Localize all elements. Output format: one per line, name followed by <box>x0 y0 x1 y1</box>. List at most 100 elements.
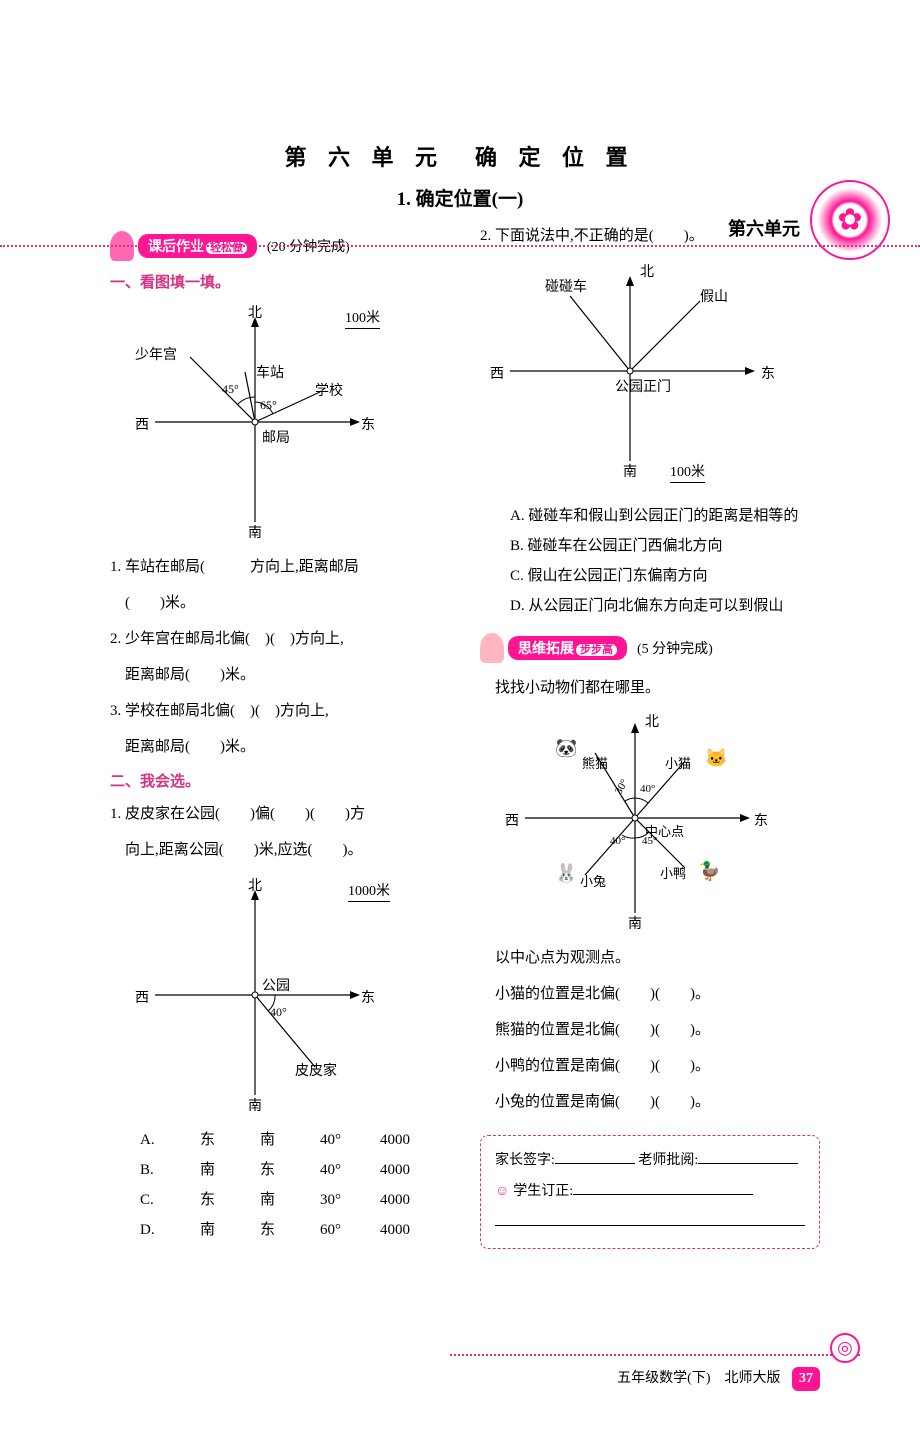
opt-d: D. <box>140 1215 180 1245</box>
line-rabbit: 小兔的位置是南偏( )( )。 <box>480 1087 820 1117</box>
compass-2: 北 南 东 西 1000米 公园 皮皮家 40° <box>140 875 370 1115</box>
right-column: 2. 下面说法中,不正确的是( )。 北 南 东 西 100米 公园正门 碰碰车… <box>480 221 820 1249</box>
teacher-sign-label: 老师批阅: <box>638 1153 698 1168</box>
c2-scale: 1000米 <box>348 880 390 902</box>
ca-south: 南 <box>628 913 642 933</box>
thinking-badge-row: 思维拓展步步高 (5 分钟完成) <box>480 633 820 663</box>
c2-pipi: 皮皮家 <box>295 1060 337 1080</box>
q1-3-c: )方向上, <box>275 703 329 719</box>
line-panda: 熊猫的位置是北偏( )( )。 <box>480 1015 820 1045</box>
c1-scale: 100米 <box>345 307 380 329</box>
q2-2-b: B. 碰碰车在公园正门西偏北方向 <box>480 531 820 561</box>
line-cat: 小猫的位置是北偏( )( )。 <box>480 979 820 1009</box>
sub-title: 1. 确定位置(一) <box>0 184 920 211</box>
opt-c: C. <box>140 1185 180 1215</box>
ca-rabbit: 小兔 <box>580 871 606 890</box>
q1-2-d: 距离邮局( <box>125 667 190 683</box>
opt-b-3: 40° <box>320 1155 360 1185</box>
compass-1: 北 南 东 西 100米 邮局 少年宫 车站 学校 45° 65° <box>140 302 370 542</box>
opt-b-2: 东 <box>260 1155 300 1185</box>
c2-center: 公园 <box>262 975 290 995</box>
opt-c-4: 4000 <box>380 1185 420 1215</box>
compass-animals: 北 南 东 西 中心点 🐼 熊猫 🐱 小猫 🐰 小兔 🦆 小鸭 30° 40° … <box>510 713 760 933</box>
q1-1-a: 1. 车站在邮局( <box>110 559 205 575</box>
choice-row-a: A.东南40°4000 <box>110 1125 450 1155</box>
student-correct-line-2[interactable] <box>495 1212 805 1226</box>
ca-a45: 45° <box>642 835 657 847</box>
opt-c-3: 30° <box>320 1185 360 1215</box>
q1-2-line2: 距离邮局( )米。 <box>110 660 450 690</box>
left-column: 课后作业轻松做 (20 分钟完成) 一、看图填一填。 <box>110 221 450 1249</box>
c3-west: 西 <box>490 363 504 383</box>
ca-a40a: 40° <box>640 783 655 795</box>
compass-1-svg <box>140 302 370 542</box>
content-columns: 课后作业轻松做 (20 分钟完成) 一、看图填一填。 <box>0 221 920 1249</box>
thinking-badge-text: 思维拓展 <box>518 642 574 657</box>
compass-3: 北 南 东 西 100米 公园正门 碰碰车 假山 <box>490 261 770 491</box>
header-dotted-line <box>0 245 920 247</box>
footer-swirl-icon <box>830 1333 860 1363</box>
panda-icon: 🐼 <box>555 738 577 759</box>
q1-3-line2: 距离邮局( )米。 <box>110 732 450 762</box>
student-correct-label: 学生订正: <box>513 1184 573 1199</box>
c3-rockery: 假山 <box>700 286 728 306</box>
c1-angle-65: 65° <box>260 398 277 413</box>
c1-angle-45: 45° <box>222 382 239 397</box>
header: 第六单元 <box>0 225 920 255</box>
sign-row-2: ☺ 学生订正: <box>495 1177 805 1208</box>
ca-a40b: 40° <box>610 835 625 847</box>
signature-box: 家长签字: 老师批阅: ☺ 学生订正: <box>480 1135 820 1249</box>
compass-animals-svg <box>510 713 760 933</box>
sign-row-1: 家长签字: 老师批阅: <box>495 1146 805 1177</box>
ca-east: 东 <box>754 810 768 830</box>
q1-2-c: )方向上, <box>290 631 344 647</box>
opt-d-3: 60° <box>320 1215 360 1245</box>
c2-east: 东 <box>361 987 375 1007</box>
q1-3-b: )( <box>250 703 260 719</box>
opt-a-3: 40° <box>320 1125 360 1155</box>
c1-center: 邮局 <box>262 427 290 447</box>
q2-2-c: C. 假山在公园正门东偏南方向 <box>480 561 820 591</box>
duck-icon: 🦆 <box>698 861 720 882</box>
student-correct-line[interactable] <box>573 1181 753 1195</box>
q1-3-e: )米。 <box>220 739 255 755</box>
q1-1-d: )米。 <box>160 595 195 611</box>
ca-cat: 小猫 <box>665 753 691 772</box>
c1-youth-palace: 少年宫 <box>135 344 177 364</box>
q1-2-e: )米。 <box>220 667 255 683</box>
q1-1-b: 方向上,距离邮局 <box>250 559 359 575</box>
q1-3-d: 距离邮局( <box>125 739 190 755</box>
thinking-note: 以中心点为观测点。 <box>480 943 820 973</box>
q2-2-a: A. 碰碰车和假山到公园正门的距离是相等的 <box>480 501 820 531</box>
section-2-title: 二、我会选。 <box>110 770 450 791</box>
opt-b: B. <box>140 1155 180 1185</box>
ca-west: 西 <box>505 810 519 830</box>
c2-north: 北 <box>248 875 262 895</box>
c3-south: 南 <box>623 461 637 481</box>
c3-bumper: 碰碰车 <box>545 276 587 296</box>
q1-3-a: 3. 学校在邮局北偏( <box>110 703 235 719</box>
opt-b-4: 4000 <box>380 1155 420 1185</box>
c2-angle: 40° <box>270 1005 287 1020</box>
cat-icon: 🐱 <box>705 748 727 769</box>
choice-row-d: D.南东60°4000 <box>110 1215 450 1245</box>
opt-c-2: 南 <box>260 1185 300 1215</box>
q1-2-b: )( <box>265 631 275 647</box>
face-icon: ☺ <box>495 1184 509 1199</box>
thinking-time: (5 分钟完成) <box>637 638 713 658</box>
rabbit-icon: 🐰 <box>555 863 577 884</box>
footer-text: 五年级数学(下) 北师大版 <box>617 1371 780 1386</box>
c1-station: 车站 <box>256 362 284 382</box>
q1-3: 3. 学校在邮局北偏( )( )方向上, <box>110 696 450 726</box>
parent-sign-line[interactable] <box>555 1150 635 1164</box>
section-1-title: 一、看图填一填。 <box>110 271 450 292</box>
c1-school: 学校 <box>315 380 343 400</box>
choice-row-b: B.南东40°4000 <box>110 1155 450 1185</box>
thinking-badge: 思维拓展步步高 <box>508 636 627 660</box>
teacher-sign-line[interactable] <box>698 1150 798 1164</box>
c3-east: 东 <box>761 363 775 383</box>
c3-center: 公园正门 <box>615 376 671 396</box>
opt-d-1: 南 <box>200 1215 240 1245</box>
q1-2: 2. 少年宫在邮局北偏( )( )方向上, <box>110 624 450 654</box>
line-duck: 小鸭的位置是南偏( )( )。 <box>480 1051 820 1081</box>
